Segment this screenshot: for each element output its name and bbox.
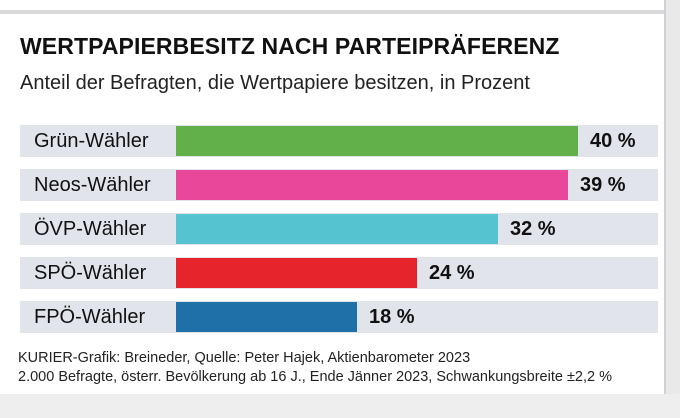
value-label: 40 % [590,130,636,152]
infographic-card: WERTPAPIERBESITZ NACH PARTEIPRÄFERENZ An… [0,0,666,394]
bar [176,214,498,244]
top-divider [0,10,666,14]
bar-row: SPÖ-Wähler 24 % [20,257,658,289]
chart-subtitle: Anteil der Befragten, die Wertpapiere be… [20,72,530,94]
right-divider [664,0,666,394]
category-label: Grün-Wähler [34,130,149,152]
bar [176,302,357,332]
source-note: KURIER-Grafik: Breineder, Quelle: Peter … [18,349,612,387]
bar-row: Neos-Wähler 39 % [20,169,658,201]
category-label: Neos-Wähler [34,174,151,196]
bar [176,258,417,288]
bar [176,170,568,200]
value-label: 24 % [429,262,475,284]
value-label: 18 % [369,306,415,328]
bar-row: FPÖ-Wähler 18 % [20,301,658,333]
chart-title: WERTPAPIERBESITZ NACH PARTEIPRÄFERENZ [20,33,560,59]
bottom-strip [0,394,680,418]
value-label: 39 % [580,174,626,196]
bar-row: ÖVP-Wähler 32 % [20,213,658,245]
bar [176,126,578,156]
bar-row: Grün-Wähler 40 % [20,125,658,157]
category-label: FPÖ-Wähler [34,306,146,328]
source-line-method: 2.000 Befragte, österr. Bevölkerung ab 1… [18,369,612,385]
bar-chart: Grün-Wähler 40 % Neos-Wähler 39 % ÖVP-Wähler… [20,123,658,333]
value-label: 32 % [510,218,556,240]
source-line-credit: KURIER-Grafik: Breineder, Quelle: Peter … [18,350,471,366]
category-label: ÖVP-Wähler [34,218,147,240]
category-label: SPÖ-Wähler [34,262,147,284]
